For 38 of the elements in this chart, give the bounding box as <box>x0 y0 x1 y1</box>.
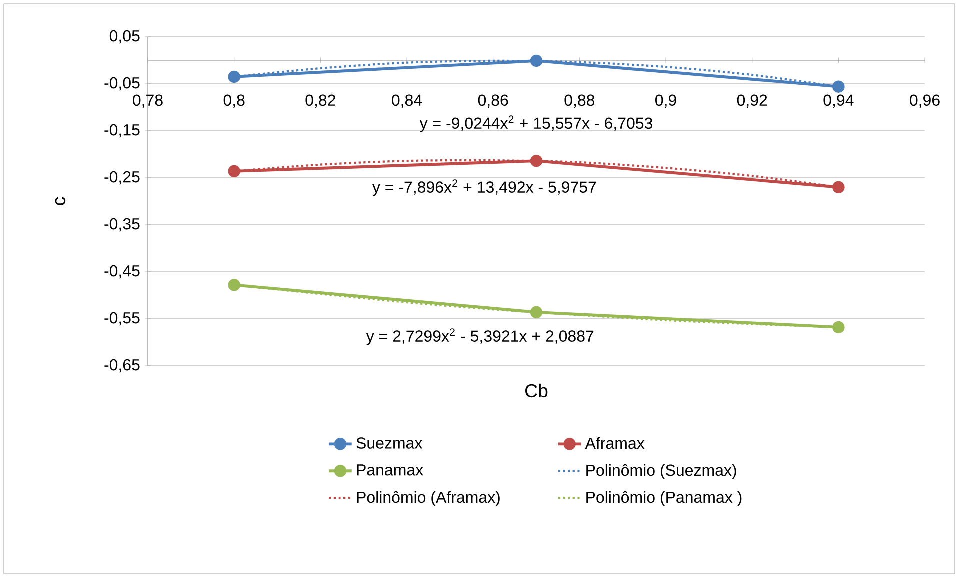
y-tick-label: -0,35 <box>104 218 140 232</box>
x-tick-label: 0,9 <box>656 94 676 108</box>
y-tick-label: 0,05 <box>110 30 140 44</box>
legend-label: Polinômio (Suezmax) <box>586 464 736 480</box>
annotation: y = -7,896x$^{2}$ + 13,492x - 5,9757 <box>372 180 596 196</box>
y-tick-label: -0,25 <box>104 171 140 185</box>
point <box>228 279 240 292</box>
legend-label: Polinômio (Aframax) <box>357 491 500 506</box>
point <box>832 80 845 93</box>
x-tick-label: 0,78 <box>133 94 163 108</box>
annotation: y = 2,7299x$^{2}$ - 5,3921x + 2,0887 <box>366 328 594 346</box>
point <box>832 181 845 194</box>
x-tick-label: 0,92 <box>737 94 768 108</box>
x-tick-label: 0,84 <box>392 94 422 108</box>
point <box>530 54 543 68</box>
annotation: y = -9,0244x$^{2}$ + 15,557x - 6,7053 <box>420 116 652 132</box>
point <box>530 306 543 319</box>
point <box>228 165 240 178</box>
y-tick-label: -0,65 <box>104 359 140 373</box>
y-tick-label: -0,45 <box>104 265 140 279</box>
y-tick-label: -0,55 <box>104 312 140 326</box>
x-tick-label: 0,94 <box>824 94 854 108</box>
x-axis-title: Cb <box>526 384 548 398</box>
point <box>832 321 845 334</box>
legend-label: Polinômio (Panamax ) <box>586 491 742 506</box>
y-tick-label: -0,05 <box>104 77 140 91</box>
x-tick-label: 0,82 <box>306 94 336 108</box>
y-axis-title: c <box>55 197 66 206</box>
x-tick-label: 0,96 <box>910 94 940 108</box>
point <box>228 70 240 84</box>
point <box>530 154 543 168</box>
x-tick-label: 0,86 <box>478 94 508 108</box>
legend-label: Suezmax <box>356 438 423 449</box>
y-tick-label: -0,15 <box>104 124 140 138</box>
legend-label: Panamax <box>357 464 424 476</box>
legend-label: Aframax <box>585 437 645 450</box>
x-tick-label: 0,8 <box>224 94 245 108</box>
x-tick-label: 0,88 <box>564 94 595 108</box>
